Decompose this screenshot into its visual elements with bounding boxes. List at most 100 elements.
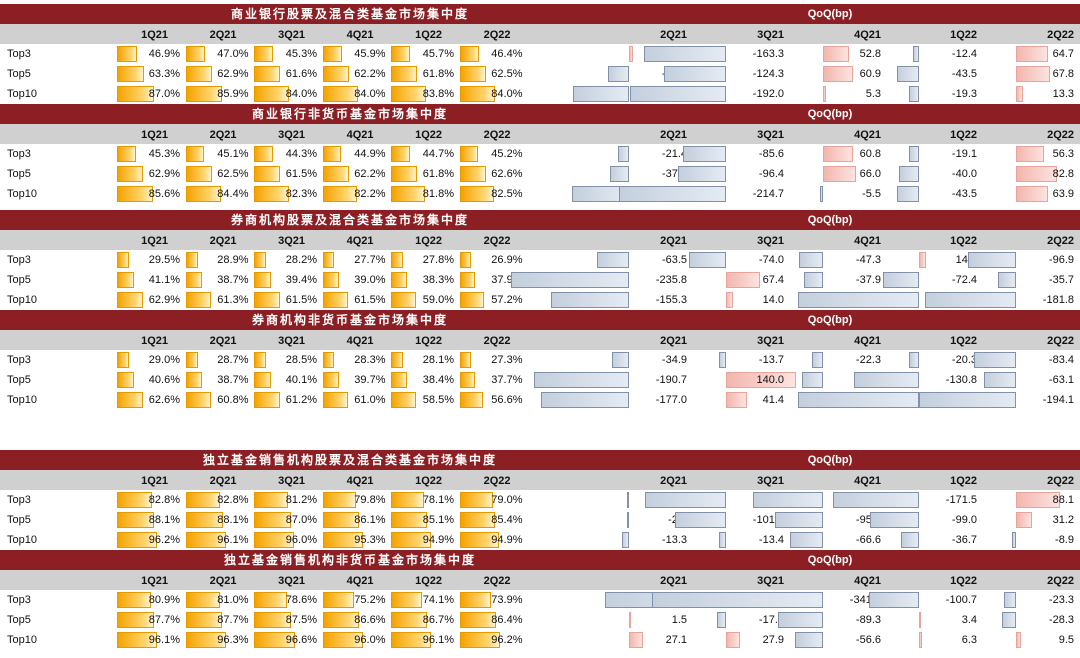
share-value: 60.8% xyxy=(217,394,249,406)
qoq-value: -100.7 xyxy=(945,594,977,606)
share-bar xyxy=(322,46,342,62)
share-bar xyxy=(117,186,153,202)
table-row: Top382.8%82.8%81.2%79.8%78.1%79.0%-0.8-1… xyxy=(0,490,1080,510)
share-bar xyxy=(185,46,206,62)
share-value: 45.7% xyxy=(422,48,454,60)
qoq-value: -28.3 xyxy=(1048,614,1074,626)
qoq-bar-negative xyxy=(597,252,629,268)
share-value: 45.9% xyxy=(354,48,386,60)
share-value: 96.1% xyxy=(217,534,249,546)
qoq-period-header: 3Q21 xyxy=(757,29,784,41)
share-bar xyxy=(117,492,152,508)
qoq-period-header: 2Q21 xyxy=(660,29,687,41)
share-bar xyxy=(254,66,280,82)
share-value: 45.3% xyxy=(285,48,317,60)
table-row: Top5 40.6% 38.7% 40.1% 39.7% 38.4% 37.7% -190.7… xyxy=(0,370,1080,390)
share-bar xyxy=(185,352,198,368)
share-value: 86.4% xyxy=(491,614,523,626)
qoq-bar-negative xyxy=(627,492,629,508)
qoq-value: 60.8 xyxy=(859,148,881,160)
qoq-value: -37.9 xyxy=(855,274,881,286)
share-value: 96.6% xyxy=(285,634,317,646)
period-header: 4Q21 xyxy=(346,235,374,247)
table-row: Top10 62.9% 61.3% 61.5% 61.5% 59.0% 57.2% -155.… xyxy=(0,290,1080,310)
share-value: 96.1% xyxy=(422,634,454,646)
qoq-value: -19.3 xyxy=(951,88,977,100)
qoq-bar-negative xyxy=(778,612,823,628)
period-header: 4Q21 xyxy=(346,29,374,41)
period-header-row: 1Q21 2Q21 3Q21 4Q21 1Q22 2Q22 2Q21 3Q21 4Q21 1Q22… xyxy=(0,124,1080,144)
qoq-bar-negative xyxy=(610,166,629,182)
qoq-bar-positive xyxy=(629,632,643,648)
qoq-bar-negative xyxy=(540,392,629,408)
share-bar xyxy=(254,492,289,508)
qoq-bar-negative xyxy=(909,146,919,162)
share-bar xyxy=(117,532,158,548)
row-label: Top5 xyxy=(7,514,31,526)
share-bar xyxy=(459,86,495,102)
share-value: 79.8% xyxy=(354,494,386,506)
share-bar xyxy=(185,292,212,308)
qoq-bar-negative xyxy=(900,532,919,548)
period-header: 1Q21 xyxy=(141,235,168,247)
share-value: 61.8% xyxy=(422,168,454,180)
share-bar xyxy=(391,66,417,82)
period-header-row: 1Q21 2Q21 3Q21 4Q21 1Q22 2Q22 2Q21 3Q21 4Q21 1Q22… xyxy=(0,470,1080,490)
row-label: Top3 xyxy=(7,254,31,266)
qoq-value: -74.0 xyxy=(758,254,784,266)
qoq-value: 66.0 xyxy=(859,168,881,180)
share-bar xyxy=(185,272,202,288)
qoq-period-header: 4Q21 xyxy=(854,29,881,41)
share-bar xyxy=(185,372,202,388)
share-value: 41.1% xyxy=(148,274,180,286)
share-value: 82.8% xyxy=(217,494,249,506)
row-label: Top10 xyxy=(7,188,37,200)
qoq-value: -163.3 xyxy=(752,48,784,60)
share-bar xyxy=(322,512,359,528)
qoq-value: 67.8 xyxy=(1052,68,1074,80)
share-bar xyxy=(391,186,426,202)
share-value: 28.3% xyxy=(354,354,386,366)
qoq-period-header: 2Q22 xyxy=(1047,335,1074,347)
qoq-value: 3.4 xyxy=(961,614,977,626)
section-title: 独立基金销售机构股票及混合类基金市场集中度 xyxy=(202,453,497,467)
section-title-band: 商业银行非货币基金市场集中度 QoQ(bp) xyxy=(0,104,1080,124)
table-row: Top5 87.7% 87.7% 87.5% 86.6% 86.7% 86.4% 1.5 -17… xyxy=(0,610,1080,630)
section-title: 独立基金销售机构非货币基金市场集中度 xyxy=(223,553,476,567)
share-value: 82.3% xyxy=(285,188,317,200)
table-row: Top5 62.9% 62.5% 61.5% 62.2% 61.8% 62.6% -37.9-… xyxy=(0,164,1080,184)
qoq-value: -17.6 xyxy=(758,614,784,626)
qoq-bar-negative xyxy=(677,166,726,182)
share-value: 80.9% xyxy=(148,594,180,606)
share-value: 62.6% xyxy=(491,168,523,180)
qoq-value: -72.4 xyxy=(951,274,977,286)
share-value: 85.4% xyxy=(491,514,523,526)
qoq-bar-negative xyxy=(794,632,823,648)
share-bar xyxy=(459,632,500,648)
share-bar xyxy=(117,272,135,288)
qoq-bar-negative xyxy=(820,186,823,202)
qoq-value: 9.5 xyxy=(1058,634,1074,646)
share-bar xyxy=(391,352,403,368)
share-value: 45.1% xyxy=(217,148,249,160)
share-value: 82.5% xyxy=(491,188,523,200)
period-header-row: 1Q21 2Q21 3Q21 4Q21 1Q22 2Q22 2Q21 3Q21 4Q21 1Q22… xyxy=(0,230,1080,250)
qoq-value: -12.4 xyxy=(951,48,977,60)
share-bar xyxy=(254,372,271,388)
share-value: 74.1% xyxy=(422,594,454,606)
share-bar xyxy=(322,372,340,388)
share-bar xyxy=(117,66,144,82)
period-header: 1Q22 xyxy=(415,575,442,587)
period-header: 4Q21 xyxy=(346,575,374,587)
qoq-bar-negative xyxy=(511,272,629,288)
share-value: 44.3% xyxy=(285,148,317,160)
share-bar xyxy=(459,532,500,548)
qoq-bar-negative xyxy=(799,252,823,268)
qoq-period-header: 4Q21 xyxy=(854,129,881,141)
share-value: 47.0% xyxy=(217,48,249,60)
qoq-bar-negative xyxy=(752,492,823,508)
section-title-band: 商业银行股票及混合类基金市场集中度 QoQ(bp) xyxy=(0,4,1080,24)
qoq-bar-negative xyxy=(644,492,726,508)
share-value: 62.9% xyxy=(217,68,249,80)
share-bar xyxy=(391,166,417,182)
